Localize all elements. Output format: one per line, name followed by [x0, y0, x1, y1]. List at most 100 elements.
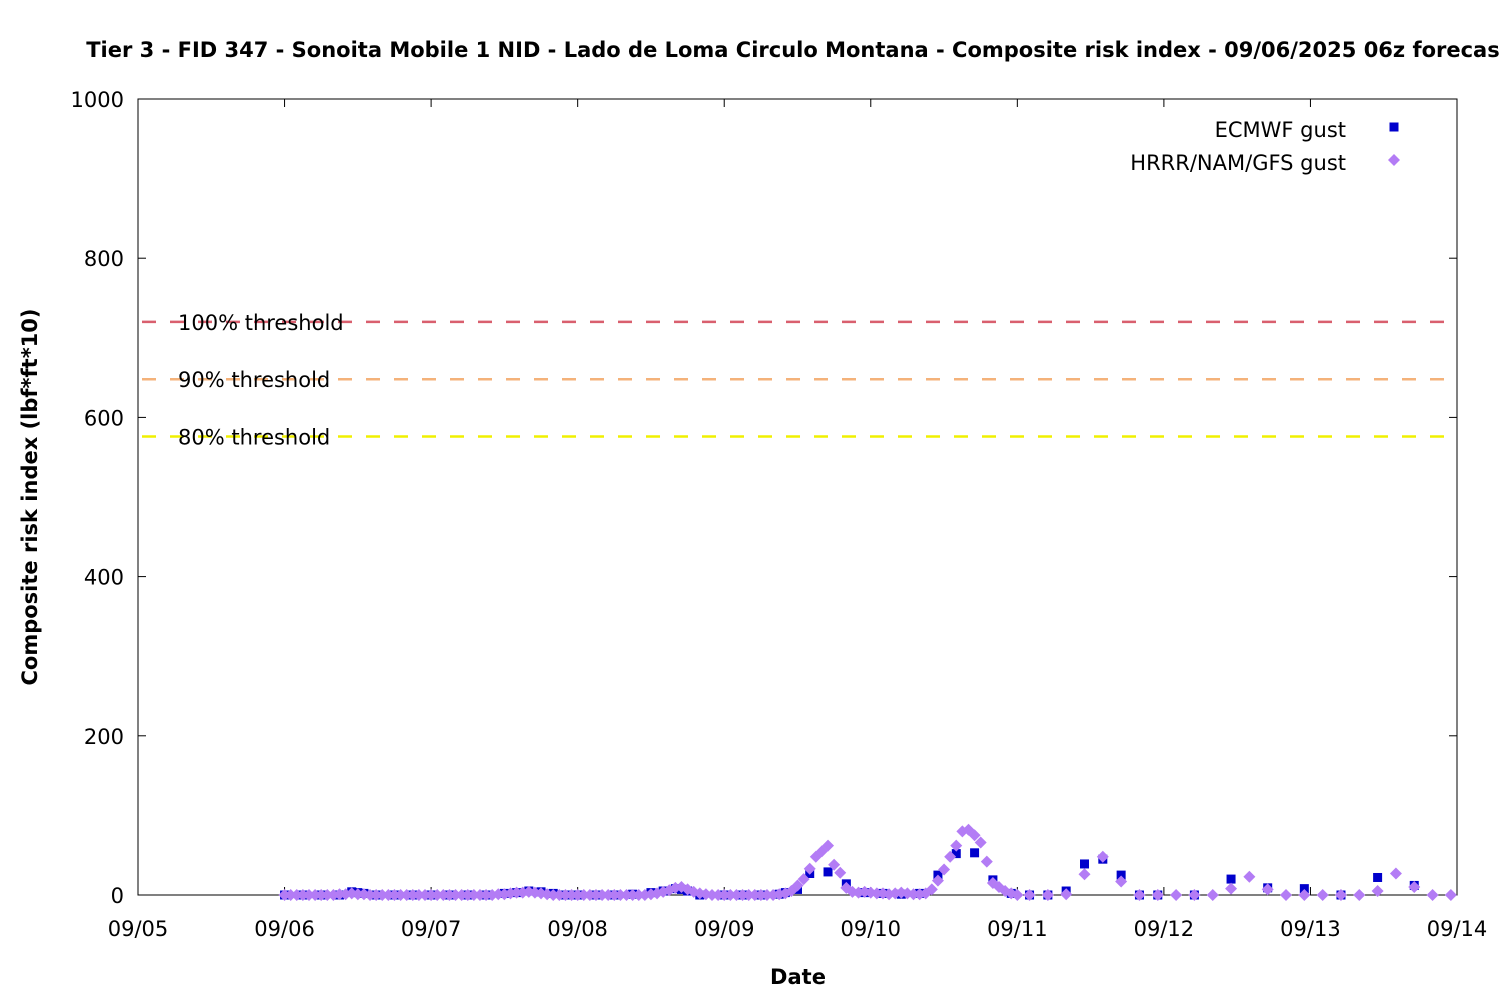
- data-point-diamond: [321, 889, 334, 901]
- data-point-diamond: [1023, 889, 1036, 901]
- data-point-diamond: [510, 886, 523, 899]
- data-point-diamond: [382, 889, 395, 901]
- data-point-diamond: [492, 888, 505, 901]
- data-point-diamond: [431, 889, 444, 901]
- data-point-diamond: [870, 887, 883, 900]
- x-tick-label: 09/11: [987, 917, 1048, 941]
- data-point-diamond: [364, 889, 377, 901]
- threshold-label: 90% threshold: [178, 368, 330, 392]
- data-point-diamond: [1188, 889, 1201, 901]
- data-point-diamond: [1261, 883, 1274, 896]
- x-tick-label: 09/08: [547, 917, 608, 941]
- data-point-diamond: [1115, 875, 1128, 888]
- data-point-diamond: [418, 889, 431, 901]
- data-point-diamond: [907, 888, 920, 901]
- data-point-diamond: [931, 874, 944, 887]
- data-point-diamond: [1078, 868, 1091, 881]
- data-point-diamond: [565, 889, 578, 901]
- plot-frame: [137, 98, 1458, 896]
- data-point-diamond: [376, 889, 389, 901]
- data-point-diamond: [296, 889, 309, 901]
- data-point-diamond: [333, 888, 346, 901]
- data-point-diamond: [925, 883, 938, 896]
- data-point-diamond: [944, 850, 957, 863]
- legend: ECMWF gust HRRR/NAM/GFS gust: [1130, 118, 1400, 175]
- data-point-diamond: [1206, 889, 1219, 901]
- data-point-diamond: [406, 889, 419, 901]
- data-point-diamond: [803, 862, 816, 875]
- data-point-diamond: [553, 889, 566, 901]
- data-point-diamond: [400, 889, 413, 901]
- data-point-diamond: [1371, 885, 1384, 898]
- data-point-diamond: [706, 889, 719, 901]
- data-point-diamond: [1011, 889, 1024, 901]
- chart-title: Tier 3 - FID 347 - Sonoita Mobile 1 NID …: [86, 38, 1500, 62]
- x-axis-label: Date: [770, 965, 826, 989]
- data-point-diamond: [467, 889, 480, 901]
- data-point-diamond: [443, 889, 456, 901]
- data-point-square: [823, 867, 833, 877]
- data-point-diamond: [559, 889, 572, 901]
- data-point-diamond: [1041, 889, 1054, 901]
- data-point-diamond: [1298, 889, 1311, 901]
- data-point-diamond: [724, 889, 737, 901]
- data-point-diamond: [712, 889, 725, 901]
- data-point-diamond: [1225, 882, 1238, 895]
- threshold-lines: 100% threshold 90% threshold 80% threshold: [138, 311, 1457, 450]
- y-tick-label: 800: [84, 247, 124, 271]
- data-point-diamond: [620, 889, 633, 901]
- data-point-square: [970, 848, 980, 858]
- data-point-diamond: [1151, 889, 1164, 901]
- data-point-diamond: [309, 889, 322, 901]
- data-point-diamond: [828, 858, 841, 871]
- x-tick-label: 09/05: [108, 917, 169, 941]
- data-point-diamond: [290, 889, 303, 901]
- data-point-diamond: [632, 889, 645, 901]
- data-point-diamond: [1353, 889, 1366, 901]
- y-tick-label: 0: [111, 884, 124, 908]
- data-point-diamond: [1408, 881, 1421, 894]
- y-tick-label: 600: [84, 406, 124, 430]
- data-point-diamond: [608, 889, 621, 901]
- data-point-diamond: [938, 863, 951, 876]
- data-point-diamond: [351, 888, 364, 901]
- data-point-diamond: [1133, 889, 1146, 901]
- data-point-square: [951, 849, 961, 859]
- x-tick-label: 09/14: [1427, 917, 1488, 941]
- data-point-diamond: [388, 889, 401, 901]
- data-point-diamond: [1444, 889, 1457, 901]
- y-axis-label: Composite risk index (lbf*ft*10): [18, 308, 42, 685]
- y-axis: 0 200 400 600 800 1000: [71, 88, 1457, 908]
- data-point-diamond: [822, 839, 835, 852]
- legend-marker-square: [1389, 122, 1399, 132]
- x-tick-label: 09/09: [694, 917, 755, 941]
- data-point-diamond: [480, 889, 493, 901]
- data-point-diamond: [950, 839, 963, 852]
- threshold-label: 80% threshold: [178, 426, 330, 450]
- data-point-diamond: [596, 889, 609, 901]
- data-point-diamond: [589, 889, 602, 901]
- data-point-diamond: [1426, 889, 1439, 901]
- data-point-square: [1299, 884, 1309, 894]
- data-point-diamond: [577, 889, 590, 901]
- data-point-diamond: [394, 889, 407, 901]
- data-point-diamond: [1280, 889, 1293, 901]
- x-tick-label: 09/12: [1134, 917, 1195, 941]
- data-point-diamond: [370, 889, 383, 901]
- data-point-diamond: [974, 836, 987, 849]
- y-tick-label: 200: [84, 725, 124, 749]
- data-point-diamond: [1170, 889, 1183, 901]
- legend-label: ECMWF gust: [1215, 118, 1346, 142]
- data-point-diamond: [455, 889, 468, 901]
- data-point-diamond: [748, 889, 761, 901]
- data-point-diamond: [754, 889, 767, 901]
- data-point-diamond: [473, 889, 486, 901]
- x-tick-label: 09/10: [841, 917, 902, 941]
- series-hrrr-nam-gfs-gust: [278, 823, 1457, 901]
- data-point-diamond: [315, 889, 328, 901]
- data-point-diamond: [834, 866, 847, 879]
- data-point-diamond: [437, 889, 450, 901]
- data-point-diamond: [736, 889, 749, 901]
- data-point-square: [1226, 874, 1236, 884]
